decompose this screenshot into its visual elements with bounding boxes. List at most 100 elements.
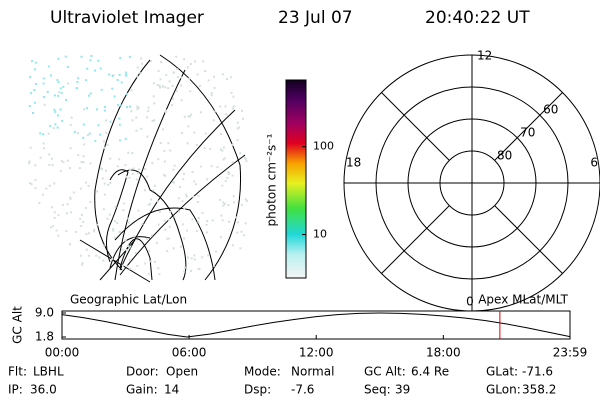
speckle — [204, 132, 207, 135]
speckle — [194, 183, 197, 186]
speckle — [153, 119, 156, 122]
speckle — [116, 78, 119, 81]
speckle — [152, 95, 155, 98]
speckle — [43, 103, 46, 106]
speckle — [137, 106, 140, 109]
speckle — [128, 55, 131, 58]
speckle — [219, 133, 222, 136]
speckle — [183, 266, 186, 269]
title: Ultraviolet Imager — [50, 8, 204, 28]
speckle — [205, 231, 208, 234]
speckle — [118, 230, 121, 233]
speckle — [48, 184, 51, 187]
speckle — [57, 57, 60, 60]
info-label: Dsp: — [244, 383, 271, 397]
speckle — [86, 134, 89, 137]
speckle — [137, 209, 140, 212]
speckle — [129, 259, 132, 262]
speckle — [243, 156, 246, 159]
speckle — [132, 167, 135, 170]
speckle — [163, 173, 166, 176]
speckle — [172, 71, 175, 74]
speckle — [152, 189, 155, 192]
speckle — [189, 90, 192, 93]
time: 20:40:22 UT — [425, 8, 530, 28]
speckle — [120, 81, 123, 84]
date: 23 Jul 07 — [278, 8, 353, 28]
speckle — [219, 236, 222, 239]
speckle — [42, 82, 45, 85]
speckle — [232, 95, 235, 98]
speckle — [93, 230, 96, 233]
speckle — [191, 171, 194, 174]
speckle — [171, 180, 174, 183]
speckle — [101, 177, 104, 180]
speckle — [245, 199, 248, 202]
speckle — [197, 217, 200, 220]
speckle — [231, 107, 234, 110]
speckle — [84, 79, 87, 82]
speckle — [198, 267, 201, 270]
speckle — [150, 234, 153, 237]
speckle — [147, 109, 150, 112]
speckle — [56, 126, 59, 129]
speckle — [82, 220, 85, 223]
speckle — [186, 66, 189, 69]
mlt-label: 6 — [590, 156, 598, 170]
speckle — [172, 97, 175, 100]
speckle — [56, 78, 59, 81]
parallel — [114, 207, 216, 281]
speckle — [69, 197, 72, 200]
speckle — [224, 180, 227, 183]
mlt-label: 12 — [477, 49, 492, 63]
x-tick-label: 00:00 — [45, 346, 80, 360]
speckle — [231, 244, 234, 247]
speckle — [149, 60, 152, 63]
speckle — [112, 228, 115, 231]
speckle — [193, 60, 196, 63]
speckle — [183, 270, 186, 273]
speckle — [164, 228, 167, 231]
speckle — [196, 73, 199, 76]
speckle — [215, 250, 218, 253]
speckle — [89, 201, 92, 204]
speckle — [57, 234, 60, 237]
speckle — [239, 247, 242, 250]
speckle — [53, 211, 56, 214]
speckle — [54, 110, 57, 113]
speckle — [46, 90, 49, 93]
lat-ring — [375, 86, 569, 280]
speckle — [62, 85, 65, 88]
speckle — [140, 57, 143, 60]
speckle — [66, 159, 69, 162]
speckle — [35, 82, 38, 85]
speckle — [105, 132, 108, 135]
speckle — [157, 69, 160, 72]
speckle — [83, 143, 86, 146]
speckle — [211, 219, 214, 222]
left-label: Geographic Lat/Lon — [70, 293, 187, 307]
speckle — [48, 163, 51, 166]
speckle — [99, 67, 102, 70]
speckle — [76, 81, 79, 84]
speckle — [213, 87, 216, 90]
speckle — [85, 248, 88, 251]
speckle — [82, 136, 85, 139]
x-tick-label: 06:00 — [172, 346, 207, 360]
speckle — [118, 158, 121, 161]
speckle — [127, 151, 130, 154]
speckle — [53, 108, 56, 111]
speckle — [200, 165, 203, 168]
speckle — [235, 216, 238, 219]
speckle — [197, 194, 200, 197]
speckle — [213, 75, 216, 78]
speckle — [103, 140, 106, 143]
speckle — [29, 76, 32, 79]
speckle — [212, 119, 215, 122]
speckle — [50, 157, 53, 160]
speckle — [99, 133, 102, 136]
speckle — [103, 105, 106, 108]
speckle — [125, 249, 128, 252]
speckle — [111, 257, 114, 260]
speckle — [188, 115, 191, 118]
